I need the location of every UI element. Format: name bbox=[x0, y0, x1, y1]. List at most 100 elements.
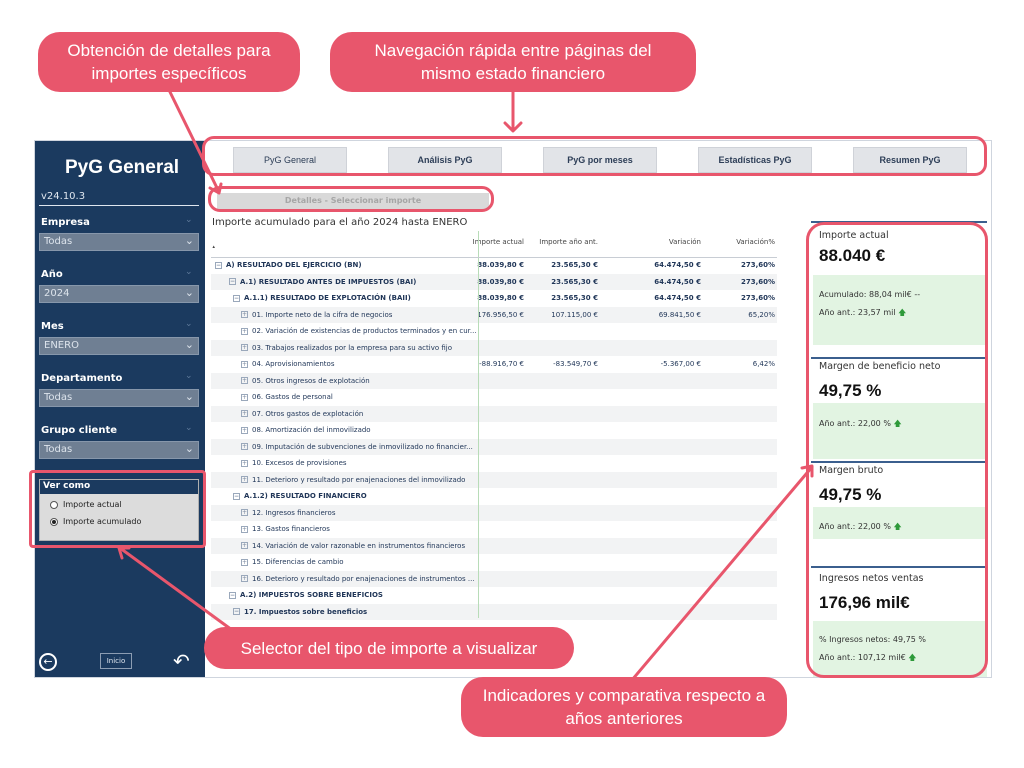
table-row[interactable]: +10. Excesos de provisiones bbox=[211, 455, 777, 472]
tab-analisis-pyg[interactable]: Análisis PyG bbox=[388, 147, 502, 173]
column-header[interactable]: Importe año ant. bbox=[539, 238, 598, 246]
radio-importe-acumulado[interactable]: Importe acumulado bbox=[50, 517, 141, 526]
row-label: +16. Deterioro y resultado por enajenaci… bbox=[211, 571, 481, 588]
table-cell[interactable]: -5.367,00 € bbox=[660, 360, 701, 368]
column-header[interactable]: Variación% bbox=[736, 238, 775, 246]
table-cell[interactable]: 88.039,80 € bbox=[477, 261, 524, 269]
table-row[interactable]: +06. Gastos de personal bbox=[211, 389, 777, 406]
collapse-icon[interactable]: − bbox=[233, 492, 240, 500]
tab-pyg-general[interactable]: PyG General bbox=[233, 147, 347, 173]
table-cell[interactable]: 273,60% bbox=[740, 294, 775, 302]
table-row[interactable]: +04. Aprovisionamientos -88.916,70 € -83.5… bbox=[211, 356, 777, 373]
table-cell[interactable]: -83.549,70 € bbox=[553, 360, 598, 368]
table-cell[interactable]: 6,42% bbox=[752, 360, 775, 368]
table-row[interactable]: +16. Deterioro y resultado por enajenaci… bbox=[211, 570, 777, 588]
filter-select-grupo-cliente[interactable]: Todas ⌄ bbox=[39, 441, 199, 459]
table-row[interactable]: +12. Ingresos financieros bbox=[211, 504, 777, 521]
tab-pyg-por-meses[interactable]: PyG por meses bbox=[543, 147, 657, 173]
filter-label-departamento: Departamento bbox=[41, 373, 123, 384]
filter-value: Todas bbox=[44, 236, 73, 247]
table-cell[interactable]: 69.841,50 € bbox=[658, 310, 701, 319]
row-label-text: 01. Importe neto de la cifra de negocios bbox=[252, 310, 393, 319]
kpi-value: 176,96 mil€ bbox=[819, 593, 910, 612]
table-cell[interactable]: 23.565,30 € bbox=[551, 294, 598, 302]
radio-label: Importe actual bbox=[63, 500, 122, 509]
table-row[interactable]: +14. Variación de valor razonable en ins… bbox=[211, 537, 777, 554]
table-cell[interactable]: 273,60% bbox=[740, 277, 775, 286]
filter-select-ano[interactable]: 2024 ⌄ bbox=[39, 285, 199, 303]
row-label: +02. Variación de existencias de product… bbox=[211, 323, 481, 340]
table-row[interactable]: − A.2) IMPUESTOS SOBRE BENEFICIOS bbox=[211, 587, 777, 604]
table-cell[interactable]: 64.474,50 € bbox=[654, 261, 701, 269]
table-row[interactable]: +08. Amortización del inmovilizado bbox=[211, 422, 777, 439]
collapse-icon[interactable]: − bbox=[229, 278, 236, 285]
table-row[interactable]: +15. Diferencias de cambio bbox=[211, 554, 777, 571]
expand-icon[interactable]: + bbox=[241, 542, 248, 549]
table-row[interactable]: − A.1.1) RESULTADO DE EXPLOTACIÓN (BAII) 8… bbox=[211, 290, 777, 307]
expand-icon[interactable]: + bbox=[241, 575, 248, 582]
table-row[interactable]: +05. Otros ingresos de explotación bbox=[211, 372, 777, 390]
column-header[interactable]: Importe actual bbox=[472, 238, 524, 246]
table-row[interactable]: +13. Gastos financieros bbox=[211, 521, 777, 538]
table-cell[interactable]: 88.039,80 € bbox=[477, 294, 524, 302]
table-row[interactable]: +09. Imputación de subvenciones de inmov… bbox=[211, 438, 777, 455]
expand-icon[interactable]: + bbox=[241, 393, 248, 401]
expand-icon[interactable]: + bbox=[241, 459, 248, 467]
expand-icon[interactable]: + bbox=[241, 311, 248, 318]
row-label: − A.1.2) RESULTADO FINANCIERO bbox=[211, 488, 481, 505]
expand-icon[interactable]: + bbox=[241, 344, 248, 351]
table-cell[interactable]: 107.115,00 € bbox=[551, 310, 598, 319]
table-row[interactable]: +03. Trabajos realizados por la empresa … bbox=[211, 339, 777, 356]
column-header[interactable]: Variación bbox=[668, 238, 701, 246]
table-row[interactable]: +11. Deterioro y resultado por enajenaci… bbox=[211, 471, 777, 488]
expand-icon[interactable]: + bbox=[241, 509, 248, 516]
table-row[interactable]: +07. Otros gastos de explotación bbox=[211, 405, 777, 422]
collapse-icon[interactable]: − bbox=[233, 608, 240, 615]
expand-icon[interactable]: + bbox=[241, 360, 248, 368]
table-cell[interactable]: 273,60% bbox=[740, 261, 775, 269]
kpi-sub-row: Año ant.: 23,57 mil 🡅 bbox=[819, 307, 906, 321]
filter-select-mes[interactable]: ENERO ⌄ bbox=[39, 337, 199, 355]
tab-resumen-pyg[interactable]: Resumen PyG bbox=[853, 147, 967, 173]
expand-icon[interactable]: + bbox=[241, 476, 248, 483]
row-label: +05. Otros ingresos de explotación bbox=[211, 373, 481, 390]
table-row[interactable]: − A.1) RESULTADO ANTES DE IMPUESTOS (BAI)… bbox=[211, 273, 777, 290]
kpi-sub: Año ant.: 107,12 mil€ bbox=[819, 653, 906, 662]
callout-selector: Selector del tipo de importe a visualiza… bbox=[204, 627, 574, 669]
expand-icon[interactable]: + bbox=[241, 410, 248, 417]
collapse-icon[interactable]: − bbox=[229, 591, 236, 599]
expand-icon[interactable]: + bbox=[241, 558, 248, 566]
table-cell[interactable]: 23.565,30 € bbox=[551, 261, 598, 269]
sort-icon[interactable]: ▲ bbox=[211, 231, 481, 248]
expand-icon[interactable]: + bbox=[241, 525, 248, 533]
inicio-button[interactable]: Inicio bbox=[100, 653, 132, 669]
detalles-button[interactable]: Detalles - Seleccionar importe bbox=[217, 193, 489, 209]
table-cell[interactable]: 64.474,50 € bbox=[654, 294, 701, 302]
expand-icon[interactable]: + bbox=[241, 426, 248, 434]
up-arrow-icon: 🡅 bbox=[893, 419, 902, 428]
table-cell[interactable]: 23.565,30 € bbox=[551, 277, 598, 286]
table-cell[interactable]: -88.916,70 € bbox=[479, 360, 524, 368]
table-cell[interactable]: 88.039,80 € bbox=[477, 277, 524, 286]
filter-select-departamento[interactable]: Todas ⌄ bbox=[39, 389, 199, 407]
table-cell[interactable]: 64.474,50 € bbox=[654, 277, 701, 286]
radio-importe-actual[interactable]: Importe actual bbox=[50, 500, 122, 509]
undo-icon[interactable]: ↶ bbox=[173, 649, 190, 673]
table-cell[interactable]: 65,20% bbox=[748, 310, 775, 319]
collapse-icon[interactable]: − bbox=[233, 294, 240, 302]
table-row[interactable]: −17. Impuestos sobre beneficios bbox=[211, 603, 777, 620]
expand-icon[interactable]: + bbox=[241, 377, 248, 384]
table-row[interactable]: − A) RESULTADO DEL EJERCICIO (BN) 88.039,8… bbox=[211, 257, 777, 274]
collapse-icon[interactable]: − bbox=[215, 261, 222, 269]
back-arrow-icon[interactable]: ← bbox=[39, 653, 57, 671]
table-row[interactable]: +01. Importe neto de la cifra de negocio… bbox=[211, 306, 777, 323]
tab-estadisticas-pyg[interactable]: Estadísticas PyG bbox=[698, 147, 812, 173]
divider bbox=[39, 205, 199, 206]
expand-icon[interactable]: + bbox=[241, 443, 248, 450]
expand-icon[interactable]: + bbox=[241, 327, 248, 335]
filter-select-empresa[interactable]: Todas ⌄ bbox=[39, 233, 199, 251]
table-cell[interactable]: 176.956,50 € bbox=[477, 310, 524, 319]
kpi-label: Importe actual bbox=[819, 230, 889, 241]
table-row[interactable]: − A.1.2) RESULTADO FINANCIERO bbox=[211, 488, 777, 505]
table-row[interactable]: +02. Variación de existencias de product… bbox=[211, 323, 777, 340]
